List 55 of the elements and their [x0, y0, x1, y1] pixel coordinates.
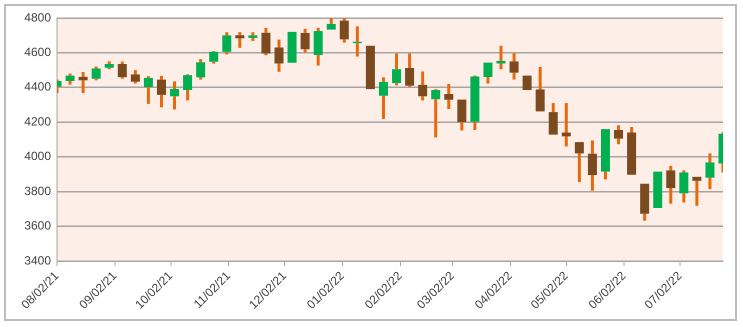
candlestick [326, 18, 336, 30]
candlestick [366, 46, 375, 90]
candlestick [78, 72, 88, 94]
candlestick [627, 127, 636, 175]
y-tick-label: 4000 [24, 149, 52, 164]
candlestick [300, 28, 310, 53]
candlestick [522, 76, 532, 90]
y-tick-label: 4600 [24, 45, 52, 60]
candlestick [248, 32, 258, 41]
candlestick [548, 103, 558, 135]
candlestick [144, 76, 153, 104]
candlestick [130, 70, 140, 84]
candlestick [666, 166, 676, 204]
candlestick [510, 53, 519, 80]
candlestick [614, 125, 624, 144]
candlestick [209, 50, 218, 64]
candlestick [118, 62, 127, 79]
candlestick [170, 81, 180, 110]
candlestick [470, 76, 480, 130]
candlestick [536, 66, 545, 112]
candlestick [183, 74, 192, 100]
candlestick [574, 142, 584, 182]
candlestick [288, 32, 297, 63]
candlestick [444, 84, 454, 110]
candlestick [405, 54, 414, 88]
y-tick-label: 4200 [24, 114, 52, 128]
candlestick [222, 32, 232, 54]
candlestick [66, 74, 75, 85]
y-tick-label: 3400 [24, 253, 52, 268]
candlestick [600, 129, 610, 180]
candlestick [562, 103, 571, 146]
candlestick [588, 140, 597, 191]
candlestick [261, 28, 270, 56]
y-tick-label: 4400 [24, 80, 52, 94]
candlestick [496, 46, 506, 70]
candlestick [235, 32, 244, 48]
candlestick [392, 54, 402, 86]
y-tick-label: 3800 [24, 184, 52, 198]
candlestick [340, 18, 349, 43]
candlestick [483, 62, 492, 84]
y-tick-label: 4800 [24, 10, 52, 24]
candlestick [653, 172, 662, 208]
candlestick [314, 28, 323, 66]
candlestick [457, 100, 466, 130]
candlestick [705, 153, 714, 190]
candlestick [640, 184, 650, 221]
y-tick-label: 3600 [24, 218, 52, 233]
candlestick [418, 71, 428, 100]
candlestick [431, 89, 440, 138]
candlestick [156, 76, 166, 108]
candlestick [92, 66, 101, 80]
candlestick [378, 77, 388, 120]
candlestick [692, 176, 702, 206]
candlestick [274, 40, 284, 72]
candlestick [679, 170, 688, 203]
